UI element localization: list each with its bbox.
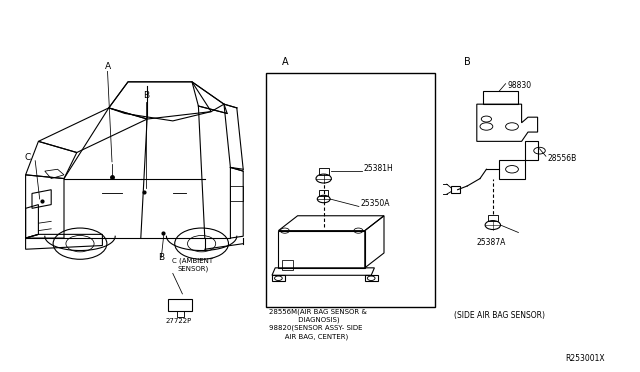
Text: (SIDE AIR BAG SENSOR): (SIDE AIR BAG SENSOR) xyxy=(454,311,545,320)
Bar xyxy=(319,168,329,175)
Text: B: B xyxy=(464,57,471,67)
Text: 25387A: 25387A xyxy=(477,238,506,247)
Text: B: B xyxy=(158,253,164,262)
Text: A: A xyxy=(104,62,111,71)
Text: R253001X: R253001X xyxy=(565,354,605,363)
Bar xyxy=(168,299,192,311)
Text: 28556M(AIR BAG SENSOR &: 28556M(AIR BAG SENSOR & xyxy=(269,309,367,315)
Bar xyxy=(282,260,293,270)
Text: AIR BAG, CENTER): AIR BAG, CENTER) xyxy=(269,333,348,340)
Text: 25350A: 25350A xyxy=(360,199,390,208)
Text: SENSOR): SENSOR) xyxy=(178,266,209,272)
Text: C: C xyxy=(24,153,31,162)
Text: 98820(SENSOR ASSY- SIDE: 98820(SENSOR ASSY- SIDE xyxy=(269,325,362,331)
Text: A: A xyxy=(282,57,288,67)
Bar xyxy=(177,311,184,317)
Bar xyxy=(319,190,328,196)
Text: 98830: 98830 xyxy=(508,81,532,90)
Text: DIAGNOSIS): DIAGNOSIS) xyxy=(269,317,339,323)
Text: C (AMBIENT: C (AMBIENT xyxy=(172,258,212,264)
Text: B: B xyxy=(143,92,149,100)
Text: 27722P: 27722P xyxy=(165,318,191,324)
Bar xyxy=(488,215,498,221)
Bar xyxy=(266,73,435,307)
Text: 28556B: 28556B xyxy=(547,154,577,163)
Text: 25381H: 25381H xyxy=(364,164,393,173)
